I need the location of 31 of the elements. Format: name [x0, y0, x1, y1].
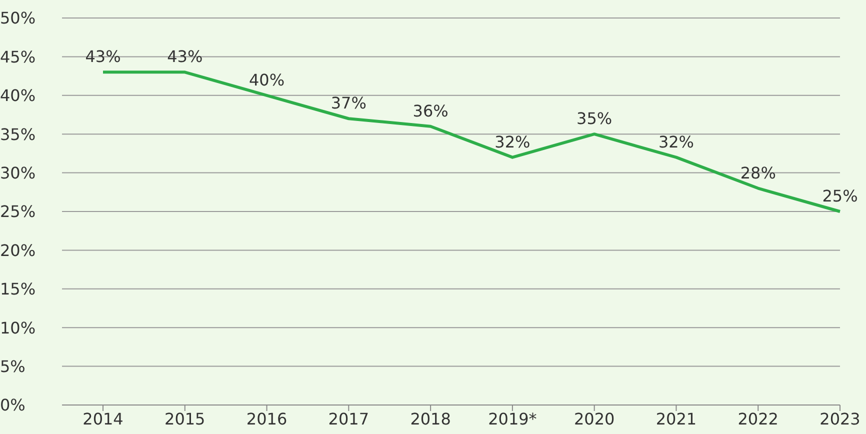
data-label: 40%: [248, 70, 285, 90]
y-tick-label: 20%: [0, 240, 36, 260]
data-label: 28%: [740, 163, 776, 182]
x-tick-label: 2019*: [488, 409, 537, 428]
x-tick-label: 2018: [410, 409, 451, 428]
y-tick-label: 35%: [0, 124, 36, 144]
x-tick-label: 2021: [656, 409, 697, 428]
y-tick-label: 0%: [0, 396, 26, 415]
y-tick-label: 45%: [0, 47, 36, 66]
data-label: 43%: [85, 47, 121, 66]
x-tick-label: 2017: [328, 409, 370, 428]
data-label: 37%: [330, 94, 366, 113]
data-label: 32%: [494, 132, 530, 152]
data-label: 25%: [822, 186, 858, 206]
x-tick-label: 2022: [738, 409, 778, 428]
data-label: 43%: [167, 47, 203, 66]
y-tick-label: 10%: [0, 318, 36, 338]
x-tick-label: 2016: [246, 409, 288, 428]
y-tick-label: 40%: [0, 86, 36, 106]
y-tick-label: 15%: [0, 280, 36, 299]
data-label: 32%: [658, 132, 694, 152]
data-label: 36%: [412, 101, 448, 120]
x-tick-label: 2020: [574, 409, 615, 428]
y-tick-label: 30%: [0, 163, 36, 182]
x-tick-label: 2023: [820, 409, 860, 428]
y-tick-label: 5%: [0, 356, 26, 376]
data-label: 35%: [576, 109, 612, 128]
x-tick-label: 2015: [164, 409, 206, 428]
y-tick-label: 50%: [0, 8, 36, 28]
x-tick-label: 2014: [82, 409, 124, 428]
y-tick-label: 25%: [0, 202, 36, 222]
